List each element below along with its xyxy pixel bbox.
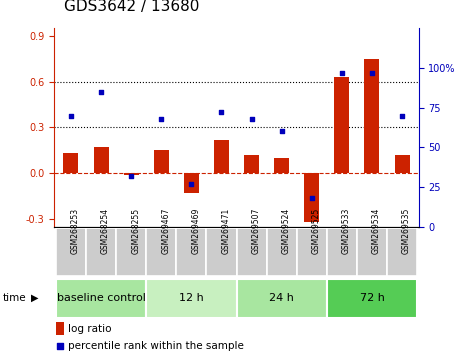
Bar (267, 228, 297, 276)
Bar (146, 228, 176, 276)
Text: GSM269467: GSM269467 (161, 207, 170, 254)
Bar (236, 279, 327, 318)
Text: log ratio: log ratio (68, 324, 112, 333)
Text: GSM269524: GSM269524 (281, 207, 290, 254)
Bar (206, 228, 236, 276)
Point (398, 113, 406, 118)
Text: GSM268253: GSM268253 (71, 208, 80, 254)
Bar (154, 150, 169, 173)
Bar (364, 59, 379, 173)
Text: 24 h: 24 h (269, 293, 294, 303)
Bar (56, 322, 64, 335)
Point (308, 195, 315, 201)
Text: GSM268255: GSM268255 (131, 208, 140, 254)
Text: time: time (2, 293, 26, 303)
Bar (123, 173, 139, 175)
Bar (387, 228, 417, 276)
Text: GSM269471: GSM269471 (221, 207, 230, 254)
Text: GSM269534: GSM269534 (372, 207, 381, 254)
Text: 12 h: 12 h (179, 293, 204, 303)
Text: GSM268254: GSM268254 (101, 208, 110, 254)
Text: GSM269469: GSM269469 (192, 207, 201, 254)
Bar (304, 173, 319, 222)
Text: GSM269535: GSM269535 (402, 207, 411, 254)
Bar (357, 228, 387, 276)
Bar (394, 155, 410, 173)
Bar (146, 279, 236, 318)
Bar (334, 77, 350, 173)
Bar (327, 279, 417, 318)
Point (188, 181, 195, 187)
Point (97, 89, 105, 95)
Text: GSM269525: GSM269525 (312, 207, 321, 254)
Point (338, 70, 346, 75)
Point (56, 343, 64, 349)
Text: 72 h: 72 h (359, 293, 385, 303)
Point (218, 109, 225, 115)
Text: GSM269507: GSM269507 (252, 207, 261, 254)
Text: ▶: ▶ (31, 293, 38, 303)
Bar (56, 279, 146, 318)
Bar (116, 228, 146, 276)
Bar (327, 228, 357, 276)
Bar (184, 173, 199, 193)
Text: percentile rank within the sample: percentile rank within the sample (68, 341, 244, 351)
Point (368, 70, 376, 75)
Point (158, 116, 165, 121)
Bar (214, 139, 229, 173)
Bar (176, 228, 206, 276)
Bar (94, 147, 109, 173)
Point (278, 129, 285, 134)
Bar (63, 153, 79, 173)
Bar (297, 228, 327, 276)
Bar (56, 228, 86, 276)
Bar (236, 228, 267, 276)
Bar (244, 155, 259, 173)
Text: GSM269533: GSM269533 (342, 207, 351, 254)
Bar (274, 158, 289, 173)
Point (127, 173, 135, 179)
Bar (86, 228, 116, 276)
Point (67, 113, 75, 118)
Point (248, 116, 255, 121)
Text: GDS3642 / 13680: GDS3642 / 13680 (64, 0, 199, 14)
Text: baseline control: baseline control (57, 293, 146, 303)
